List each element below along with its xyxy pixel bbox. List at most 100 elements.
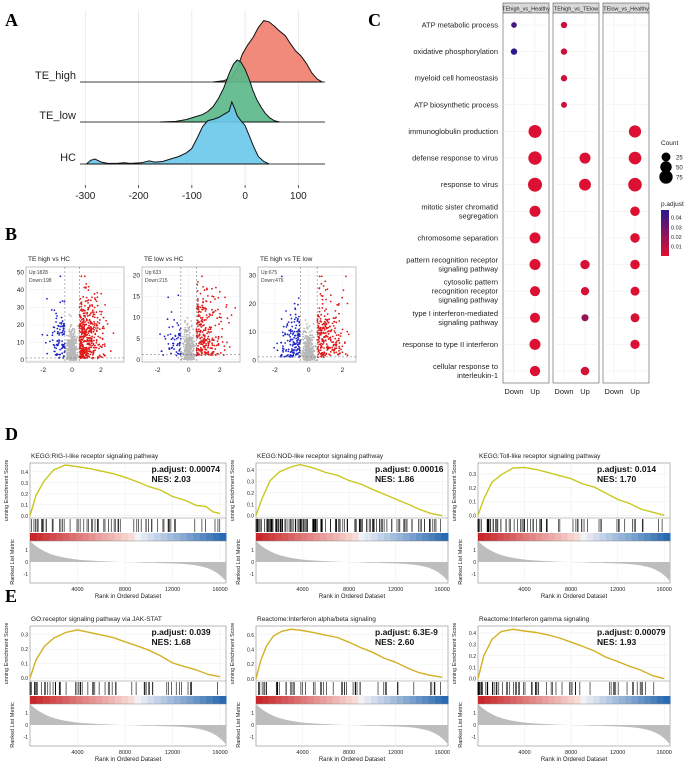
volcano-point-ns [188,325,191,328]
volcano-point-up [329,350,332,353]
volcano-point-up [79,331,82,334]
gsea-rank-heat [371,533,379,541]
gsea-rank-heat [173,533,181,541]
volcano-point-up [323,329,326,331]
volcano-point-ns [75,348,78,351]
volcano-point-down [57,325,60,328]
volcano-point-ns [184,326,187,329]
volcano-point-down [60,321,63,324]
volcano-point-ns [75,342,78,345]
volcano-point-up [100,313,103,316]
ridge-x-tick-label: 0 [242,191,248,202]
volcano-title: TE high vs HC [28,256,70,263]
volcano-point-up [200,343,202,345]
gsea-rank-metric-area [30,704,226,745]
volcano-point-down [276,349,279,352]
volcano-point-ns [190,352,193,354]
volcano-point-down [58,339,61,342]
volcano-point-ns [70,315,72,318]
dot-point [628,151,642,165]
volcano-point-up [82,317,85,320]
volcano-point-up [93,293,96,295]
volcano-point-up [207,341,209,343]
volcano-point-down [56,332,59,335]
volcano-point-up [82,335,85,338]
gsea-rank-heat [294,696,302,704]
volcano-point-up [88,305,91,308]
gsea-rank-heat [580,533,588,541]
volcano-point-ns [184,319,187,322]
gsea-es-ylabel: unning Enrichment Score [230,623,236,685]
volcano-point-up [81,330,84,333]
volcano-point-ns [308,359,311,361]
volcano-point-down [51,339,54,342]
gsea-y-tick-label: 0.0 [21,514,28,520]
gsea-rank-heat [199,696,207,704]
volcano-point-down [61,300,64,302]
volcano-point-ns [302,349,305,352]
volcano-point-ns [195,344,197,347]
volcano-point-down [178,332,181,335]
volcano-point-up [346,354,349,357]
volcano-point-down [166,318,169,321]
volcano-point-down [291,338,294,341]
volcano-point-down [173,319,176,321]
gsea-y-tick-label: 0.1 [21,503,28,509]
volcano-point-ns [183,357,186,359]
volcano-point-up [317,336,320,338]
volcano-point-up [87,308,90,310]
volcano-point-ns [190,358,192,361]
gsea-rank-heat [612,696,620,704]
gsea-rank-heat [193,533,201,541]
volcano-point-up [212,339,215,341]
volcano-point-ns [302,342,305,345]
volcano-point-up [208,326,211,329]
volcano-point-up [218,290,221,293]
volcano-point-down [295,352,298,355]
gsea-metric-tick: 1 [25,548,28,554]
volcano-x-tick-label: 2 [99,367,103,374]
gsea-rank-heat [358,696,366,704]
volcano-point-ns [192,334,195,337]
volcano-point-up [205,339,208,342]
legend-padj-tick: 0.01 [671,244,682,250]
volcano-point-down [175,354,178,357]
volcano-point-down [178,348,181,351]
gsea-metric-ylabel: Ranked List Metric [10,702,16,748]
volcano-point-ns [192,349,195,352]
volcano-point-up [91,309,94,312]
dot-point [528,124,542,138]
volcano-point-up [91,304,93,306]
volcano-point-down [286,339,289,342]
gsea-rank-heat [262,533,270,541]
volcano-point-up [319,317,322,320]
gsea-rank-heat [377,696,385,704]
gsea-nes: NES: 1.68 [152,637,191,647]
volcano-point-down [295,316,297,319]
gsea-rank-heat [529,696,537,704]
dot-point [511,22,517,28]
volcano-point-ns [308,357,311,360]
volcano-point-ns [302,338,305,341]
dot-term-label: type I interferon-mediated signaling path… [413,309,499,327]
volcano-point-down [46,334,49,337]
gsea-rank-heat [497,533,505,541]
ridge-te-low [159,59,280,123]
volcano-point-up [83,352,85,355]
gsea-padj: p.adjust: 0.039 [152,627,211,637]
volcano-point-down [288,329,291,332]
volcano-point-down [46,352,49,355]
volcano-x-tick-label: 0 [307,367,311,374]
gsea-es-ylabel: unning Enrichment Score [4,460,10,522]
volcano-point-up [321,353,324,355]
gsea-y-tick-label: 0.4 [247,468,254,474]
gsea-rank-heat [435,533,443,541]
volcano-point-up [202,306,204,309]
volcano-point-up [199,341,202,344]
volcano-point-ns [183,321,186,324]
volcano-point-ns [184,328,187,331]
gsea-es-ylabel: unning Enrichment Score [452,623,458,685]
gsea-rank-heat [625,533,633,541]
volcano-point-up [199,292,202,295]
gsea-metric-tick: 0 [25,560,28,566]
